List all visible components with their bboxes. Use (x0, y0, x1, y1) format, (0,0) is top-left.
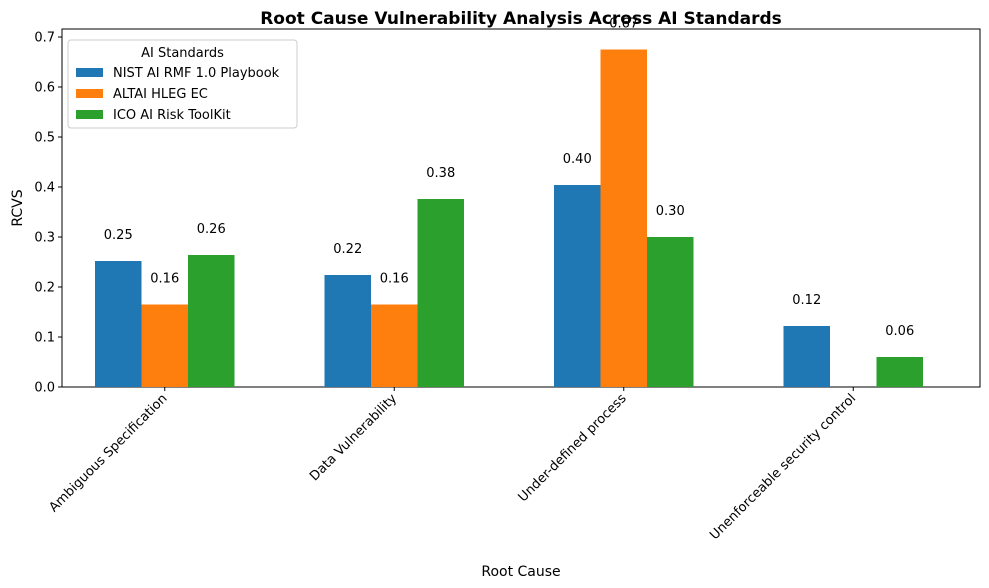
y-tick-label: 0.1 (34, 331, 55, 346)
chart-title: Root Cause Vulnerability Analysis Across… (260, 9, 782, 29)
legend-entry: NIST AI RMF 1.0 Playbook (113, 66, 280, 81)
legend-swatch (76, 89, 103, 98)
y-tick-label: 0.5 (34, 131, 55, 146)
bar (783, 326, 830, 387)
bar (417, 199, 464, 387)
data-label: 0.38 (426, 166, 455, 181)
bar (95, 261, 142, 387)
data-label: 0.67 (609, 17, 638, 32)
y-tick-label: 0.6 (34, 81, 55, 96)
bar (876, 357, 923, 387)
legend: AI Standards NIST AI RMF 1.0 Playbook ALTA… (67, 39, 298, 129)
bar (600, 49, 647, 387)
plot-area: 0.0 0.1 0.2 0.3 0.4 0.5 0.6 0.7 0.25 0.22 0.40 0.12… (34, 17, 981, 543)
y-tick-label: 0.7 (34, 31, 55, 46)
bar (141, 304, 188, 387)
bar (324, 275, 371, 387)
legend-entry: ALTAI HLEG EC (113, 87, 208, 102)
legend-box (67, 39, 298, 129)
data-label: 0.12 (792, 293, 821, 308)
y-tick-label: 0.0 (34, 381, 55, 396)
bar (647, 237, 694, 387)
x-tick-label: Unenforceable security control (707, 391, 859, 543)
y-tick-label: 0.4 (34, 181, 55, 196)
data-label: 0.22 (333, 242, 362, 257)
data-label: 0.30 (656, 204, 685, 219)
legend-swatch (76, 68, 103, 77)
data-label: 0.40 (563, 152, 592, 167)
legend-entry: ICO AI Risk ToolKit (113, 108, 231, 123)
legend-title: AI Standards (141, 46, 224, 61)
data-label: 0.06 (885, 324, 914, 339)
x-axis-label: Root Cause (481, 564, 560, 580)
data-label: 0.16 (150, 272, 179, 287)
legend-swatch (76, 110, 103, 119)
x-tick-label: Data Vulnerability (307, 391, 400, 484)
y-tick-label: 0.3 (34, 231, 55, 246)
y-axis-label: RCVS (10, 189, 26, 226)
data-label: 0.16 (380, 272, 409, 287)
x-tick-label: Under-defined process (516, 391, 630, 505)
data-label: 0.25 (104, 228, 133, 243)
bar (188, 255, 235, 387)
bar (554, 185, 601, 387)
y-tick-label: 0.2 (34, 281, 55, 296)
x-tick-label: Ambiguous Specification (46, 391, 170, 515)
bar (371, 304, 418, 387)
data-label: 0.26 (197, 222, 226, 237)
